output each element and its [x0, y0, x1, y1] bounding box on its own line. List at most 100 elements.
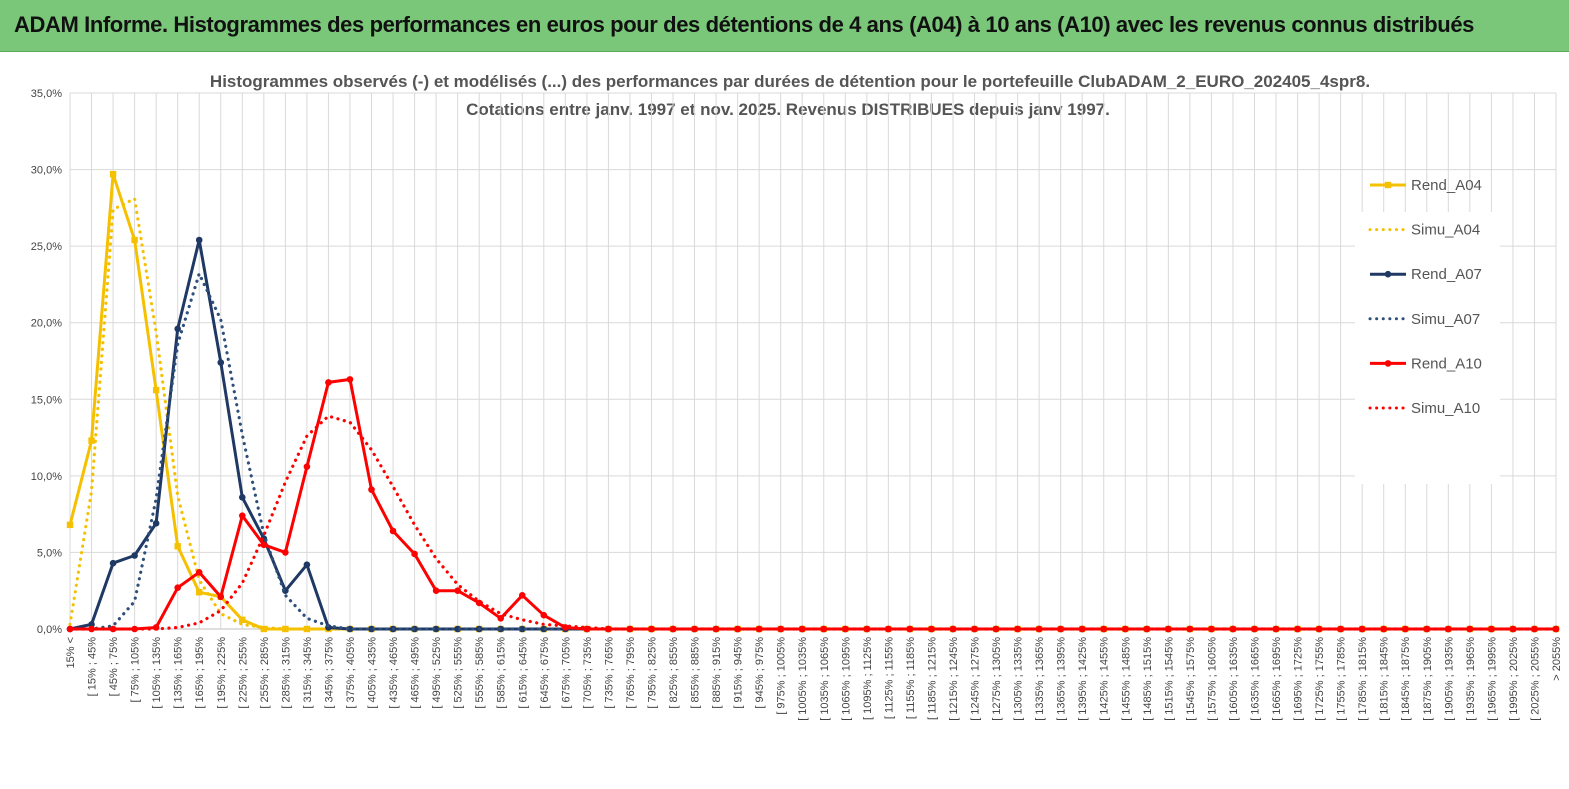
x-tick-label: [ 255% ; 285%: [259, 637, 271, 709]
series-line-simu-a10: [68, 414, 1558, 631]
chart-subtitle: Cotations entre janv. 1997 et nov. 2025.…: [466, 100, 1110, 119]
x-tick-label: [ 1215% ; 1245%: [948, 637, 960, 721]
x-tick-label: [ 1875% ; 1905%: [1422, 637, 1434, 721]
y-tick-label: 35,0%: [31, 88, 62, 100]
y-axis: 0,0% 5,0% 10,0% 15,0% 20,0% 25,0% 30,0% 35,0%: [31, 88, 62, 636]
x-tick-label: [ 855% ; 885%: [690, 637, 702, 709]
data-point: [906, 625, 914, 633]
x-tick-label: [ 1845% ; 1875%: [1400, 637, 1412, 721]
x-tick-label: [ 1965% ; 1995%: [1486, 637, 1498, 721]
data-point: [1143, 625, 1151, 633]
x-tick-label: [ 885% ; 915%: [711, 637, 723, 709]
data-point: [88, 621, 95, 628]
data-point: [540, 611, 548, 619]
x-tick-label: [ 1755% ; 1785%: [1336, 637, 1348, 721]
data-point: [518, 592, 526, 599]
x-tick-label: > 2055%: [1551, 637, 1563, 681]
data-point: [798, 625, 806, 633]
data-point: [109, 170, 117, 178]
x-tick-label: [ 1275% ; 1305%: [991, 637, 1003, 721]
data-point: [260, 625, 268, 633]
legend: Rend_A04 Simu_A04 Rend_A07 Simu_A07 Rend_A10…: [1368, 177, 1482, 417]
x-tick-label: [ 555% ; 585%: [474, 637, 486, 709]
x-tick-label: [ 1065% ; 1095%: [840, 637, 852, 721]
page-title: ADAM Informe. Histogrammes des performan…: [14, 12, 1474, 37]
data-point: [303, 561, 311, 568]
x-tick-label: [ 1575% ; 1605%: [1206, 637, 1218, 721]
x-tick-label: [ 1995% ; 2025%: [1508, 637, 1520, 721]
x-tick-label: [ 1815% ; 1845%: [1379, 637, 1391, 721]
data-point: [174, 325, 181, 333]
x-tick-label: [ 675% ; 705%: [560, 637, 572, 709]
x-tick-label: [ 315% ; 345%: [302, 637, 314, 709]
legend-marker: [1384, 270, 1392, 278]
legend-marker: [1384, 360, 1392, 367]
x-tick-label: [ 15% ; 45%: [87, 637, 99, 697]
x-tick-label: 15% <: [65, 637, 77, 669]
data-point: [238, 493, 246, 501]
data-point: [432, 625, 440, 633]
data-point: [389, 527, 397, 535]
x-tick-label: [ 1125% ; 1155%: [883, 637, 895, 719]
x-tick-label: [ 1335% ; 1365%: [1034, 637, 1046, 721]
x-tick-label: [ 345% ; 375%: [323, 637, 335, 709]
x-tick-label: [ 435% ; 465%: [388, 637, 400, 709]
x-tick-label: [ 1725% ; 1755%: [1314, 637, 1326, 721]
y-tick-label: 30,0%: [31, 165, 62, 177]
data-point: [432, 587, 440, 595]
x-tick-label: [ 165% ; 195%: [194, 637, 206, 709]
data-point: [368, 625, 375, 633]
data-point: [971, 625, 978, 633]
x-tick-label: [ 405% ; 435%: [367, 637, 379, 709]
data-point: [131, 236, 138, 244]
data-point: [282, 549, 289, 556]
data-point: [1552, 625, 1560, 633]
x-tick-label: [ 1305% ; 1335%: [1013, 637, 1025, 721]
data-point: [109, 625, 117, 633]
x-tick-label: [ 105% ; 135%: [151, 637, 163, 709]
y-tick-label: 15,0%: [31, 394, 62, 406]
data-point: [174, 584, 181, 591]
x-tick-label: [ 495% ; 525%: [431, 637, 443, 709]
data-point: [196, 589, 203, 596]
data-point: [454, 587, 461, 595]
data-point: [885, 625, 892, 633]
data-point: [1229, 625, 1237, 633]
x-tick-label: [ 135% ; 165%: [173, 637, 185, 709]
data-point: [1380, 625, 1388, 633]
legend-label: Simu_A07: [1411, 311, 1480, 328]
chart-background: [0, 52, 1569, 782]
data-point: [669, 625, 677, 633]
data-point: [1208, 625, 1215, 633]
y-tick-label: 10,0%: [31, 471, 62, 483]
x-tick-label: [ 2025% ; 2055%: [1529, 637, 1541, 721]
x-tick-label: [ 1155% ; 1185%: [905, 637, 917, 719]
data-point: [325, 379, 332, 386]
data-point: [195, 569, 203, 576]
data-point: [88, 437, 95, 444]
data-point: [346, 376, 354, 383]
data-point: [820, 625, 828, 633]
data-point: [131, 552, 138, 559]
x-tick-label: [ 1665% ; 1695%: [1271, 637, 1283, 721]
x-tick-label: [ 525% ; 555%: [453, 637, 465, 709]
x-tick-label: [ 1425% ; 1455%: [1099, 637, 1111, 721]
data-point: [88, 625, 95, 633]
x-tick-label: [ 1005% ; 1035%: [797, 637, 809, 721]
chart-title: Histogrammes observés (-) et modélisés (…: [210, 72, 1370, 91]
data-point: [238, 512, 246, 519]
x-tick-label: [ 1785% ; 1815%: [1357, 637, 1369, 721]
x-tick-label: [ 285% ; 315%: [280, 637, 292, 709]
x-tick-label: [ 615% ; 645%: [517, 637, 529, 709]
x-tick-label: [ 1545% ; 1575%: [1185, 637, 1197, 721]
data-point: [368, 486, 375, 493]
y-tick-label: 0,0%: [37, 624, 62, 636]
x-tick-label: [ 1455% ; 1485%: [1120, 637, 1132, 721]
data-point: [411, 550, 418, 558]
legend-label: Simu_A10: [1411, 400, 1480, 417]
data-point: [518, 625, 526, 633]
x-tick-label: [ 1035% ; 1065%: [819, 637, 831, 721]
x-tick-label: [ 1245% ; 1275%: [970, 637, 982, 721]
x-tick-label: [ 705% ; 735%: [582, 637, 594, 709]
x-tick-label: [ 1935% ; 1965%: [1465, 637, 1477, 721]
